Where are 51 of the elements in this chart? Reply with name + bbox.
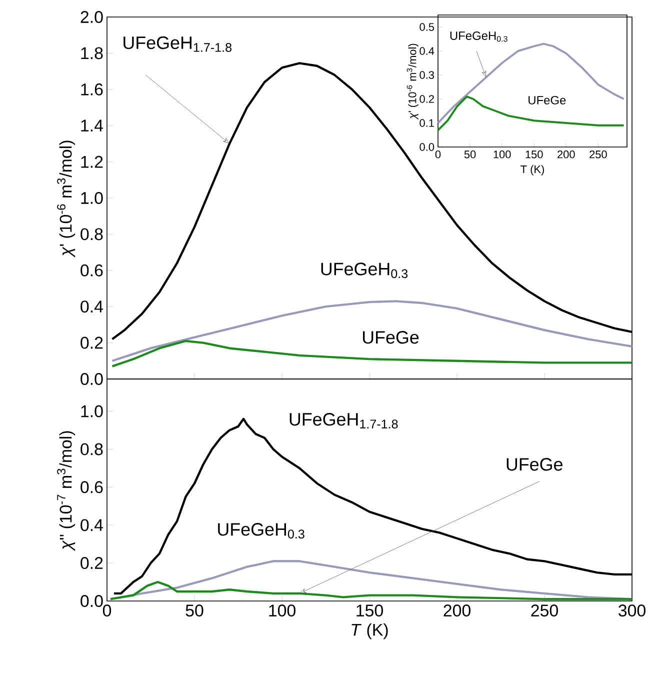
- x-tick-label: 100: [494, 150, 511, 158]
- y-tick-label: 1.0: [81, 405, 103, 418]
- y-tick-label: 0.2: [80, 336, 103, 349]
- y-tick-label: 0.4: [420, 47, 434, 55]
- y-tick-label: 1.6: [81, 83, 103, 96]
- series-label: UFeGeH$_{1.7-1.8}$: [290, 412, 398, 428]
- x-tick-label: 50: [186, 604, 204, 617]
- y-tick-label: 0.1: [420, 119, 434, 127]
- y-tick-label: 1.4: [81, 120, 103, 132]
- x-axis-title: T (K): [352, 623, 388, 640]
- x-tick-label: 100: [269, 604, 296, 617]
- x-tick-label: 150: [356, 604, 383, 617]
- y-tick-label: 2.0: [80, 10, 103, 23]
- series-label: UFeGe: [362, 331, 419, 344]
- y-tick-label: 0.2: [420, 95, 434, 103]
- x-tick-label: 300: [618, 604, 646, 617]
- y-axis-title: χ'' (10$^{-7}$ m$^{3}$/mol): [57, 431, 76, 552]
- text: UFeGe: [506, 458, 562, 471]
- line-series: [437, 42, 625, 124]
- y-tick-label: 1.8: [81, 47, 103, 60]
- y-tick-label: 0.2: [80, 557, 103, 570]
- y-tick-label: 0.6: [80, 481, 103, 494]
- x-tick-label: 250: [531, 604, 558, 617]
- y-axis-title: χ' (10$^{-6}$ m$^{3}$/mol): [406, 44, 418, 120]
- series-label: UFeGe: [528, 96, 566, 104]
- y-tick-label: 0.8: [80, 228, 103, 240]
- y-tick-label: 0.4: [80, 519, 103, 532]
- x-tick-label: 200: [444, 604, 470, 617]
- y-tick-label: 0.0: [80, 373, 103, 385]
- x-tick-label: 200: [558, 150, 575, 158]
- series-label: UFeGeH$_{0.3}$: [321, 262, 408, 278]
- y-tick-label: 0.5: [420, 23, 434, 31]
- y-axis-title: χ' (10$^{-6}$ m$^{3}$/mol): [57, 140, 76, 258]
- y-tick-label: 0.0: [420, 143, 434, 151]
- y-tick-label: 0.8: [80, 443, 103, 456]
- text: UFeGeH$_{1.7-1.8}$: [124, 36, 232, 52]
- x-tick-label: 50: [464, 150, 476, 158]
- y-tick-label: 0.3: [420, 71, 434, 79]
- line-series: [437, 96, 625, 132]
- x-tick-label: 0: [102, 604, 112, 617]
- series-label: UFeGeH$_{0.3}$: [218, 523, 304, 539]
- x-axis-title: T (K): [520, 165, 544, 176]
- y-tick-label: 0.0: [80, 595, 103, 607]
- y-tick-label: 0.6: [80, 264, 103, 276]
- x-tick-label: 250: [590, 150, 607, 158]
- x-tick-label: 150: [526, 150, 543, 158]
- y-tick-label: 1.0: [81, 192, 103, 204]
- y-tick-label: 0.4: [80, 300, 103, 313]
- x-tick-label: 0: [435, 150, 441, 158]
- y-tick-label: 1.2: [81, 156, 103, 168]
- series-label: UFeGeH$_{0.3}$: [450, 31, 508, 42]
